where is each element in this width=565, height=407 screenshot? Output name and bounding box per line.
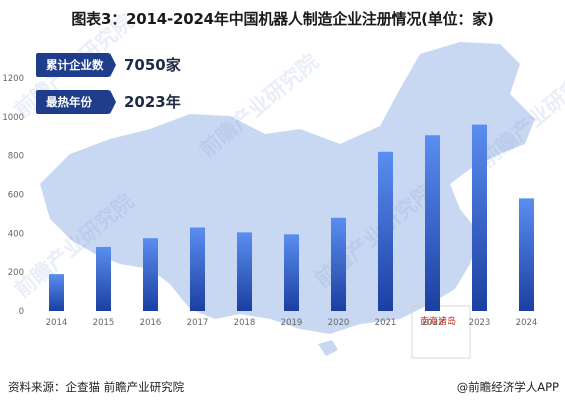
y-tick-label: 0 xyxy=(19,307,24,317)
bar-2017 xyxy=(190,227,205,311)
bar-2014 xyxy=(49,274,64,311)
x-tick-label: 2014 xyxy=(46,318,68,328)
x-tick-label: 2021 xyxy=(375,318,397,328)
bar-2022 xyxy=(425,135,440,311)
y-tick-label: 800 xyxy=(8,152,24,162)
brand-credit: @前瞻经济学人APP xyxy=(456,380,559,394)
x-tick-label: 2017 xyxy=(187,318,209,328)
x-axis: 2014 2015 2016 2017 2018 2019 2020 2021 2022 2023… xyxy=(46,318,538,328)
x-tick-label: 2020 xyxy=(328,318,350,328)
total-companies-value: 7050家 xyxy=(124,56,181,74)
chart-area: 0 200 400 600 800 1000 1200 2014 2015 2016 2017 20… xyxy=(0,34,565,374)
source-note: 资料来源：企查猫 前瞻产业研究院 xyxy=(8,380,185,394)
y-tick-label: 200 xyxy=(8,268,24,278)
china-map-background xyxy=(40,42,535,359)
y-axis: 0 200 400 600 800 1000 1200 xyxy=(2,74,24,317)
x-tick-label: 2023 xyxy=(469,318,491,328)
bar-2016 xyxy=(143,238,158,311)
x-tick-label: 2016 xyxy=(140,318,162,328)
x-tick-label: 2019 xyxy=(281,318,303,328)
y-tick-label: 600 xyxy=(8,191,24,201)
bar-2021 xyxy=(378,151,393,311)
hainan-shape xyxy=(318,340,338,356)
bars xyxy=(49,124,534,311)
y-tick-label: 1000 xyxy=(2,113,24,123)
south-sea-inset xyxy=(411,305,471,359)
bar-2018 xyxy=(237,232,252,311)
y-tick-label: 1200 xyxy=(2,74,24,84)
total-companies-badge: 累计企业数 xyxy=(36,53,110,77)
y-tick-label: 400 xyxy=(8,229,24,239)
x-tick-label: 2015 xyxy=(93,318,115,328)
bar-2015 xyxy=(96,246,111,311)
x-tick-label: 2018 xyxy=(234,318,256,328)
x-tick-label: 2022 xyxy=(422,318,444,328)
bar-2024 xyxy=(519,198,534,311)
x-tick-label: 2024 xyxy=(516,318,538,328)
bar-2023 xyxy=(472,124,487,311)
bar-2020 xyxy=(331,217,346,311)
south-china-sea-islands-label: 南海诸岛 xyxy=(420,317,457,327)
bar-2019 xyxy=(284,234,299,311)
peak-year-value: 2023年 xyxy=(124,93,181,111)
chart-title: 图表3：2014-2024年中国机器人制造企业注册情况(单位：家) xyxy=(71,10,494,28)
china-map-shape xyxy=(40,42,535,334)
peak-year-badge: 最热年份 xyxy=(36,90,110,114)
